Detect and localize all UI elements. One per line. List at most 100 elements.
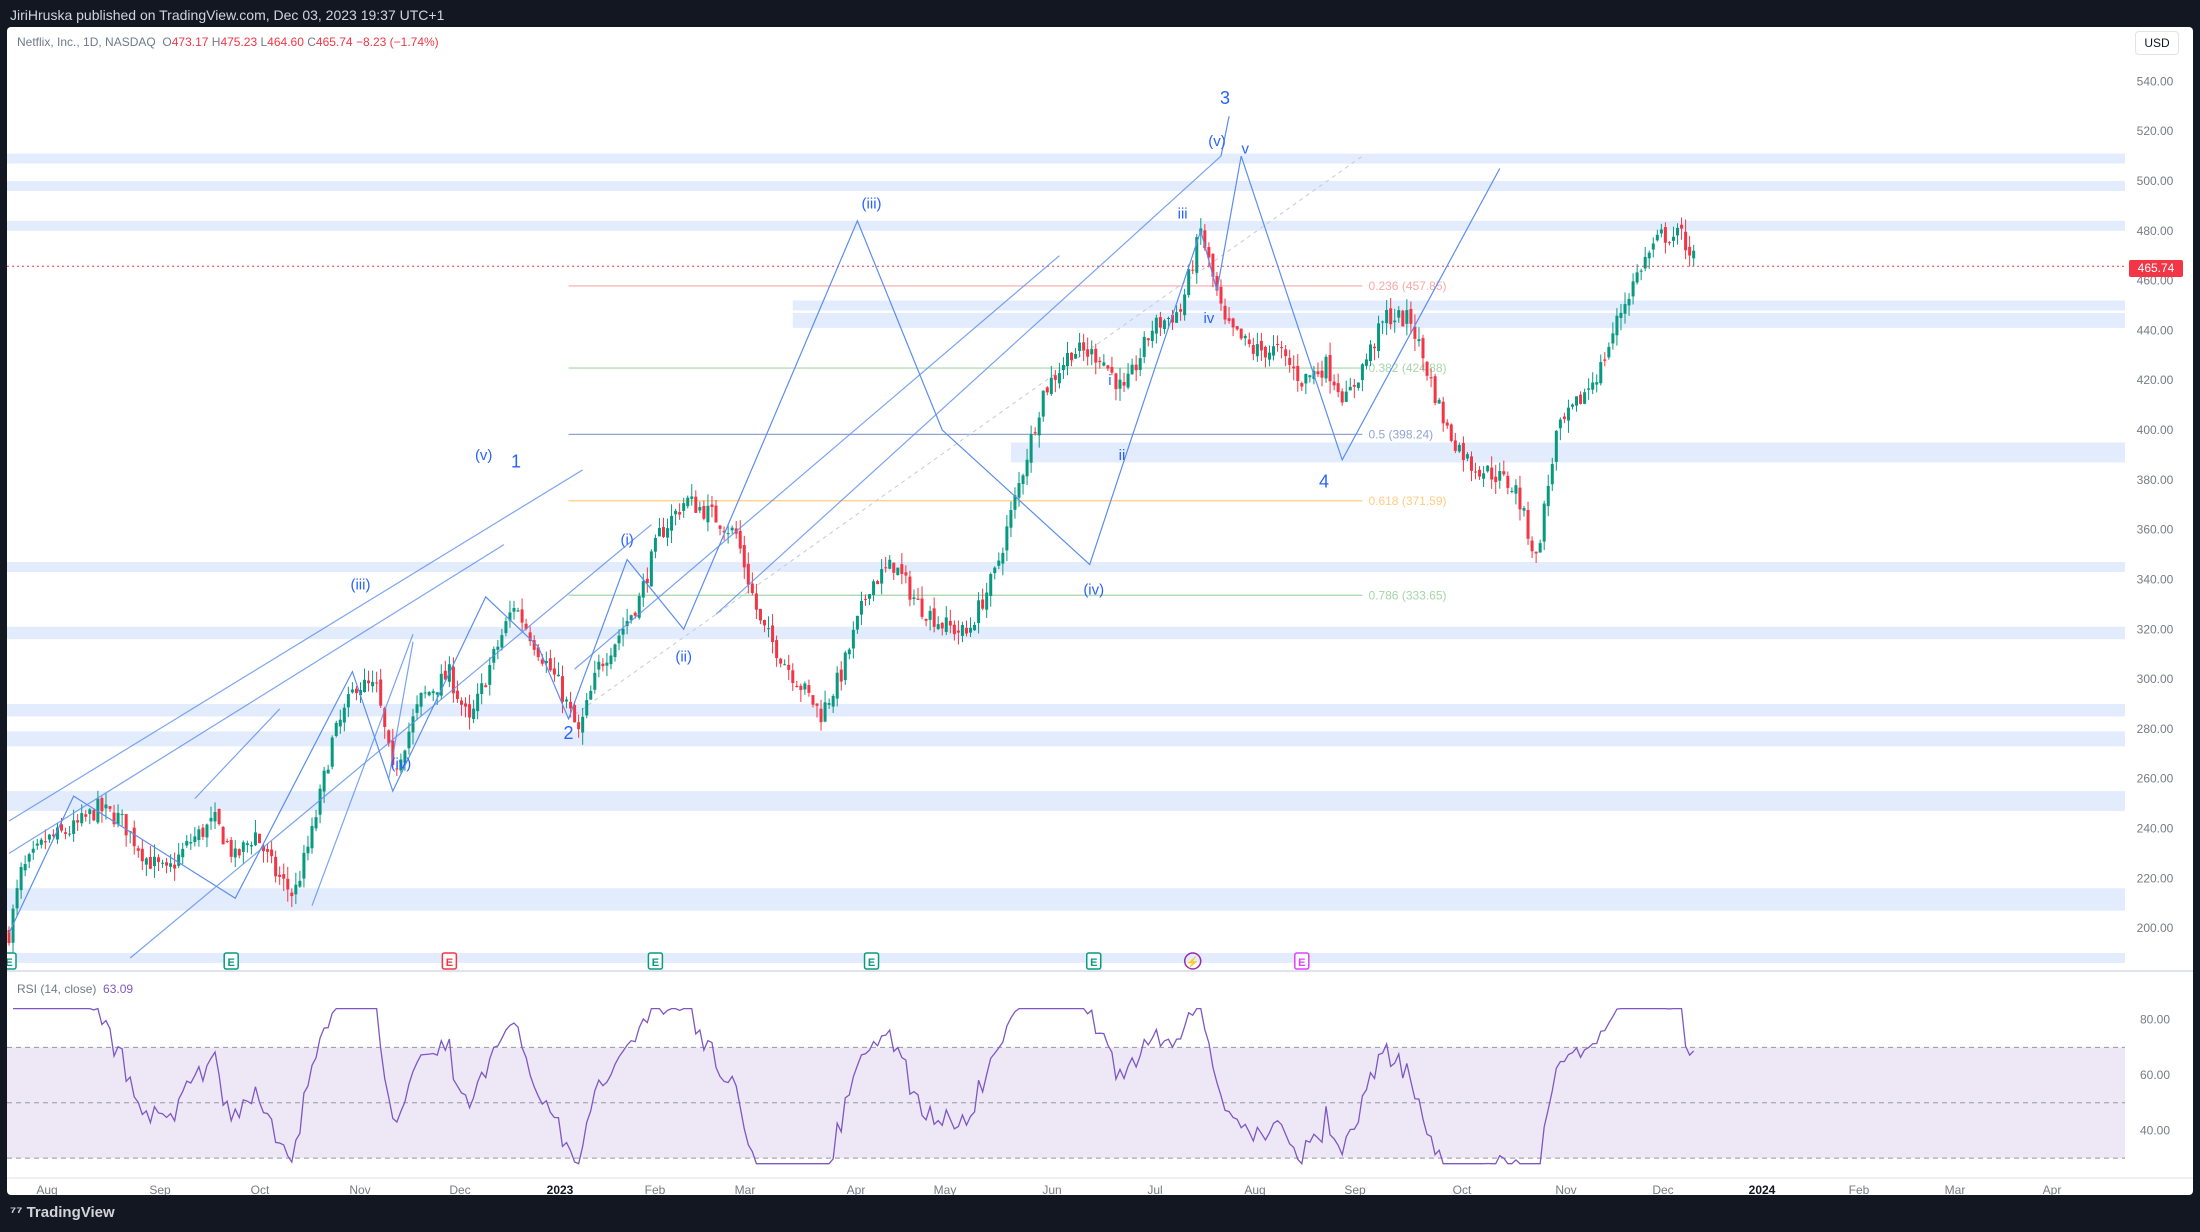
time-tick: Sep <box>1344 1183 1366 1195</box>
candle-down <box>262 846 266 852</box>
candle-up <box>1595 382 1599 385</box>
channel-line <box>388 641 414 779</box>
candle-down <box>924 618 928 621</box>
candle-down <box>1296 365 1300 382</box>
candle-up <box>15 888 19 909</box>
candle-up <box>104 804 108 809</box>
candle-up <box>1385 309 1389 324</box>
candle-down <box>1033 432 1037 434</box>
candle-up <box>1587 388 1591 390</box>
candle-up <box>516 610 520 612</box>
rsi-line <box>13 1007 1695 1166</box>
candle-up <box>617 635 621 644</box>
candle-up <box>1671 236 1675 241</box>
candle-down <box>1603 359 1607 361</box>
chart-frame[interactable]: 0.236 (457.85) 0.382 (424.88) 0.5 (398.24)… <box>7 27 2193 1195</box>
time-tick: 2023 <box>547 1183 574 1195</box>
candle-down <box>367 680 371 684</box>
candle-up <box>1635 272 1639 283</box>
candle-down <box>1223 305 1227 320</box>
candle-up <box>1255 344 1259 357</box>
fib-level-label: 0.786 (333.65) <box>1368 588 1446 602</box>
event-box <box>863 952 880 970</box>
candle-up <box>1029 433 1033 463</box>
candle-up <box>415 704 419 713</box>
candle-up <box>338 719 342 727</box>
candle-down <box>1667 242 1671 244</box>
candle-up <box>1150 330 1154 342</box>
sr-zone <box>7 953 2125 963</box>
candle-down <box>290 892 294 897</box>
candle-up <box>997 560 1001 566</box>
price-tick: 280.00 <box>2137 722 2174 736</box>
candle-up <box>213 811 217 822</box>
event-circle <box>1183 952 1202 970</box>
price-tick: 340.00 <box>2137 572 2174 586</box>
candle-up <box>435 692 439 695</box>
candle-down <box>464 703 468 707</box>
candle-up <box>670 515 674 531</box>
publisher-bar: JiriHruska published on TradingView.com,… <box>0 0 2200 30</box>
candle-up <box>641 581 645 598</box>
time-tick: Apr <box>847 1183 866 1195</box>
fib-level-label: 0.236 (457.85) <box>1368 279 1446 293</box>
candle-up <box>144 858 148 865</box>
candle-down <box>779 658 783 664</box>
candle-down <box>1134 364 1138 371</box>
tradingview-logo[interactable]: ⁷⁷ TradingView <box>10 1204 115 1221</box>
candle-up <box>334 722 338 736</box>
candle-up <box>1546 485 1550 507</box>
time-tick: Aug <box>1244 1183 1265 1195</box>
candle-up <box>767 628 771 630</box>
candle-down <box>940 622 944 629</box>
candle-up <box>407 731 411 749</box>
event-letter: E <box>446 957 453 969</box>
event-letter: E <box>868 957 875 969</box>
symbol-name: Netflix, Inc., 1D, NASDAQ <box>17 35 156 49</box>
candle-down <box>839 669 843 682</box>
event-letter: ⚡ <box>1186 956 1200 969</box>
sr-zone <box>7 731 2125 747</box>
candle-down <box>1389 308 1393 325</box>
chart-canvas[interactable]: 0.236 (457.85) 0.382 (424.88) 0.5 (398.24)… <box>7 27 2193 1195</box>
candle-down <box>807 685 811 693</box>
candle-up <box>1498 471 1502 481</box>
candle-up <box>322 770 326 792</box>
candle-down <box>799 685 803 690</box>
candle-up <box>80 813 84 824</box>
candle-down <box>140 848 144 862</box>
candle-up <box>1397 310 1401 318</box>
price-tick: 400.00 <box>2137 423 2174 437</box>
candle-up <box>47 834 51 840</box>
candle-up <box>565 699 569 702</box>
candle-up <box>298 880 302 887</box>
candle-down <box>354 688 358 694</box>
candle-down <box>771 625 775 643</box>
rsi-pane <box>7 1007 2193 1179</box>
candle-down <box>1179 309 1183 312</box>
candle-down <box>455 690 459 700</box>
price-tick: 520.00 <box>2137 124 2174 138</box>
candle-up <box>1187 269 1191 296</box>
candle-up <box>1175 312 1179 323</box>
candle-up <box>480 683 484 694</box>
time-tick: Mar <box>1945 1183 1966 1195</box>
candle-up <box>197 829 201 840</box>
currency-button[interactable]: USD <box>2135 31 2179 55</box>
candle-down <box>1688 246 1692 256</box>
candle-down <box>124 814 128 836</box>
candle-down <box>7 929 11 944</box>
wave-label: iii <box>1178 205 1188 222</box>
price-tick: 220.00 <box>2137 871 2174 885</box>
candle-up <box>609 655 613 665</box>
candle-up <box>1377 323 1381 352</box>
candle-up <box>730 527 734 531</box>
candle-down <box>520 609 524 623</box>
sr-zone <box>7 888 2125 911</box>
candle-up <box>96 798 100 823</box>
price-tick: 440.00 <box>2137 323 2174 337</box>
candle-down <box>1280 347 1284 349</box>
candle-down <box>468 704 472 718</box>
candle-up <box>209 817 213 822</box>
candle-up <box>88 809 92 814</box>
